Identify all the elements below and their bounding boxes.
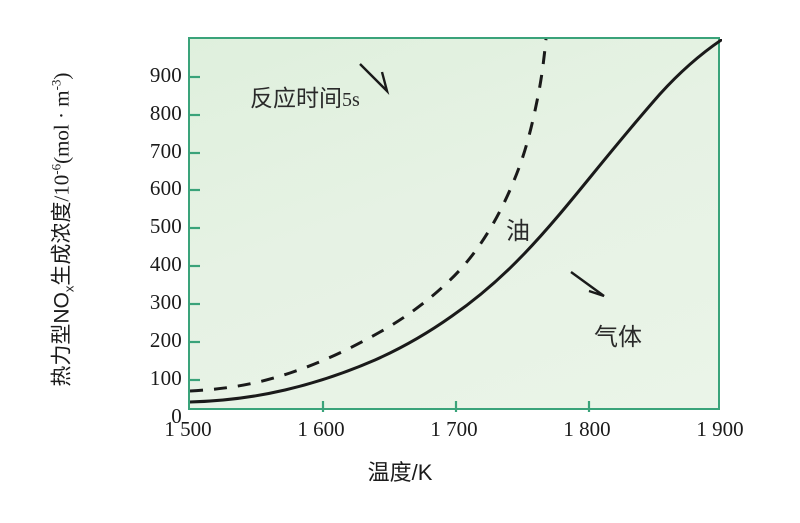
series-curve-gas bbox=[190, 39, 722, 404]
y-tick-300: 300 bbox=[149, 290, 182, 314]
y-tick-600: 600 bbox=[149, 176, 182, 200]
y-tick-200: 200 bbox=[149, 328, 182, 352]
x-tick-1600: 1 600 bbox=[297, 417, 345, 441]
y-axis-tick-labels: 900 800 700 600 500 400 300 200 100 0 bbox=[104, 0, 182, 523]
y-tick-800: 800 bbox=[149, 101, 182, 125]
y-axis-title-text: 热力型NOx生成浓度/10-6(mol · m-3) bbox=[48, 72, 77, 387]
x-tick-1800: 1 800 bbox=[563, 417, 611, 441]
y-tick-700: 700 bbox=[149, 139, 182, 163]
x-tick-1900: 1 900 bbox=[696, 417, 744, 441]
y-tick-100: 100 bbox=[149, 366, 182, 390]
x-axis-title: 温度/K bbox=[367, 460, 433, 485]
x-axis-tick-labels: 1 500 1 600 1 700 1 800 1 900 bbox=[0, 418, 800, 450]
leader-line-oil bbox=[359, 63, 390, 95]
y-axis-title: 热力型NOx生成浓度/10-6(mol · m-3) bbox=[45, 45, 76, 415]
x-axis-ticks bbox=[321, 401, 591, 412]
annotation-reaction-time: 反应时间5s bbox=[250, 79, 360, 113]
y-axis-ticks bbox=[190, 75, 200, 382]
x-tick-1500: 1 500 bbox=[164, 417, 212, 441]
x-tick-1700: 1 700 bbox=[430, 417, 478, 441]
series-curve-oil bbox=[190, 39, 548, 393]
y-tick-500: 500 bbox=[149, 214, 182, 238]
y-tick-400: 400 bbox=[149, 252, 182, 276]
annotation-reaction-time-unit: 5s bbox=[342, 89, 360, 111]
series-label-gas: 气体 bbox=[594, 324, 642, 351]
plot-canvas bbox=[190, 39, 722, 412]
plot-area: 反应时间5s 油 气体 bbox=[188, 37, 722, 412]
leader-line-gas bbox=[570, 271, 605, 298]
annotation-reaction-time-text: 反应时间 bbox=[250, 85, 342, 111]
y-tick-0: 0 bbox=[171, 404, 182, 428]
series-label-oil: 油 bbox=[506, 218, 530, 245]
y-tick-900: 900 bbox=[149, 63, 182, 87]
